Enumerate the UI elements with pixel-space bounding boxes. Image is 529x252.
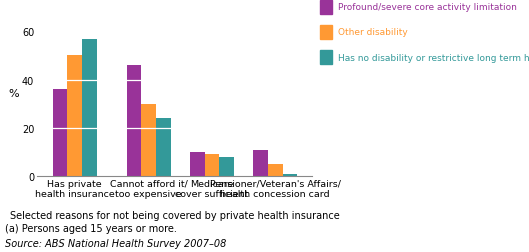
Y-axis label: %: % bbox=[8, 88, 19, 98]
Bar bbox=[52, 90, 67, 176]
Bar bbox=[220, 157, 234, 176]
Bar bbox=[141, 104, 156, 176]
Text: Profound/severe core activity limitation: Profound/severe core activity limitation bbox=[338, 3, 517, 12]
Bar bbox=[282, 174, 297, 176]
Bar bbox=[253, 150, 268, 176]
Text: Source: ABS National Health Survey 2007–08: Source: ABS National Health Survey 2007–… bbox=[5, 238, 226, 248]
Bar bbox=[156, 119, 171, 176]
Text: Other disability: Other disability bbox=[338, 28, 408, 37]
Bar bbox=[205, 155, 220, 176]
Text: Selected reasons for not being covered by private health insurance: Selected reasons for not being covered b… bbox=[10, 210, 340, 220]
Text: (a) Persons aged 15 years or more.: (a) Persons aged 15 years or more. bbox=[5, 223, 177, 233]
Bar bbox=[268, 164, 282, 176]
Text: Has no disability or restrictive long term health condition: Has no disability or restrictive long te… bbox=[338, 53, 529, 62]
Bar bbox=[190, 152, 205, 176]
Bar bbox=[126, 66, 141, 176]
Bar bbox=[67, 56, 82, 176]
Bar bbox=[82, 39, 97, 176]
